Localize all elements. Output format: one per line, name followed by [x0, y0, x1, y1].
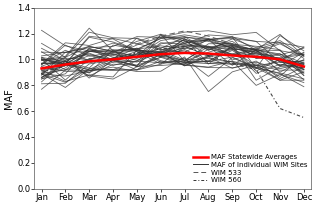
Legend: MAF Statewide Averages, MAF of Individual WIM Sites, WIM 533, WIM 560: MAF Statewide Averages, MAF of Individua… — [193, 154, 307, 183]
Y-axis label: MAF: MAF — [4, 88, 14, 109]
